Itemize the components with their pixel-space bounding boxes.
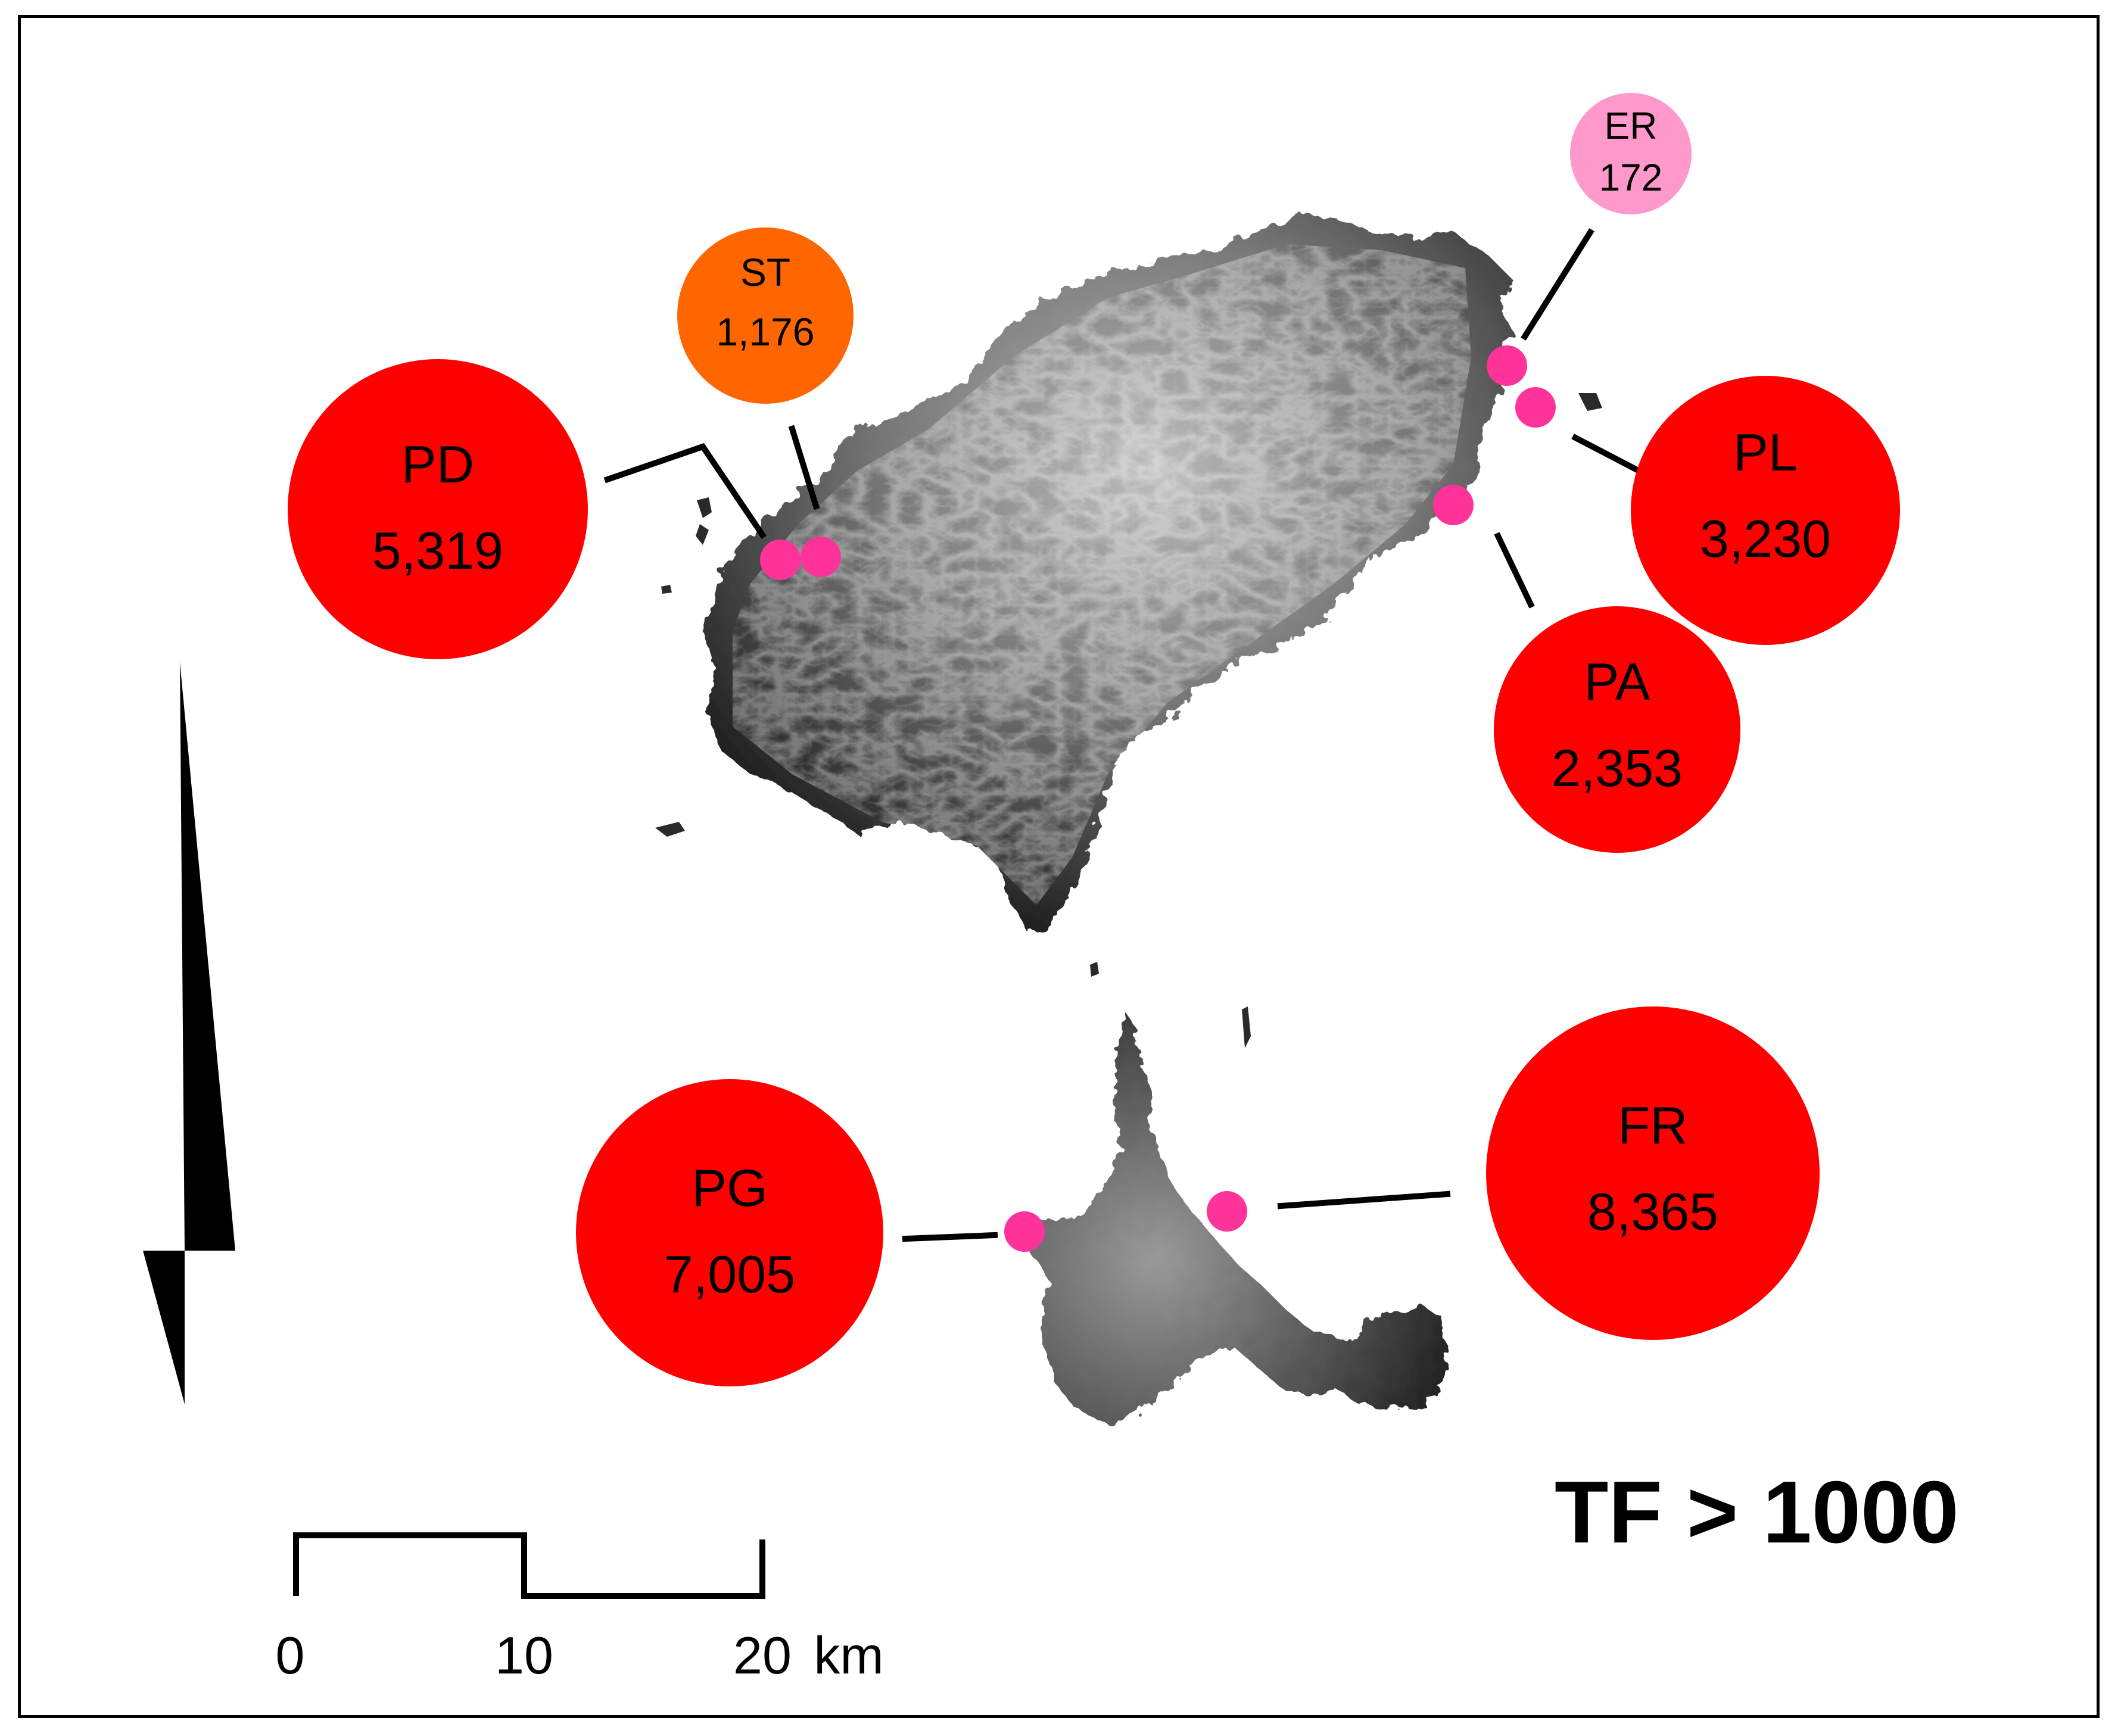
site-dot-st bbox=[801, 537, 841, 577]
scale-tick-0: 0 bbox=[276, 1626, 305, 1685]
bubble-pd[interactable]: PD 5,319 bbox=[288, 359, 588, 659]
leader-line-er bbox=[1521, 228, 1594, 341]
leader-lines bbox=[603, 228, 1648, 1242]
site-dot-er bbox=[1487, 345, 1527, 386]
leader-line-pg bbox=[902, 1232, 998, 1242]
bubble-code: FR bbox=[1618, 1096, 1687, 1155]
site-dot-pl bbox=[1515, 387, 1556, 428]
bubble-circle bbox=[1494, 606, 1740, 853]
scale-tick-20: 20 bbox=[733, 1626, 792, 1685]
bubble-circle bbox=[1570, 93, 1692, 214]
bubble-value: 2,353 bbox=[1552, 738, 1683, 797]
bubble-value: 8,365 bbox=[1587, 1182, 1718, 1241]
bubble-er[interactable]: ER 172 bbox=[1570, 93, 1692, 214]
leader-line-pa bbox=[1494, 532, 1535, 609]
bubble-value: 5,319 bbox=[372, 521, 503, 580]
north-arrow-icon bbox=[143, 662, 235, 1404]
bubble-code: PD bbox=[401, 435, 474, 494]
bubble-circle bbox=[576, 1079, 883, 1386]
bubble-pa[interactable]: PA 2,353 bbox=[1494, 606, 1740, 853]
bubble-circle bbox=[1486, 1006, 1820, 1340]
leader-line-pd bbox=[603, 443, 767, 539]
bubble-value: 172 bbox=[1599, 156, 1663, 199]
threshold-label: TF > 1000 bbox=[1555, 1463, 1959, 1562]
scale-tick-10: 10 bbox=[495, 1626, 553, 1685]
bubble-value: 3,230 bbox=[1700, 509, 1831, 568]
site-dots bbox=[760, 345, 1556, 1252]
bubble-circle bbox=[677, 227, 854, 404]
scale-unit: km bbox=[814, 1626, 883, 1685]
bubble-value: 7,005 bbox=[664, 1245, 795, 1304]
map-frame bbox=[18, 15, 2100, 1718]
leader-line-fr bbox=[1277, 1190, 1451, 1210]
bubble-code: ER bbox=[1605, 104, 1658, 147]
bubble-circle bbox=[1631, 376, 1900, 645]
site-dot-pg bbox=[1004, 1211, 1045, 1252]
site-dot-pa bbox=[1433, 485, 1474, 525]
leader-line-pl bbox=[1571, 434, 1648, 478]
bubble-code: ST bbox=[740, 250, 790, 294]
bubble-pg[interactable]: PG 7,005 bbox=[576, 1079, 883, 1386]
bubble-value: 1,176 bbox=[716, 310, 814, 354]
ibiza-relief bbox=[733, 244, 1471, 905]
bubble-code: PA bbox=[1584, 652, 1650, 711]
bubble-fr[interactable]: FR 8,365 bbox=[1486, 1006, 1820, 1340]
site-dot-fr bbox=[1207, 1191, 1247, 1232]
formentera-island bbox=[1030, 1012, 1447, 1423]
bubble-pl[interactable]: PL 3,230 bbox=[1631, 376, 1900, 645]
scale-bar: 0 10 20 km bbox=[276, 1532, 884, 1685]
bubble-code: PL bbox=[1733, 423, 1798, 482]
leader-line-st bbox=[788, 425, 820, 510]
site-dot-pd bbox=[760, 540, 801, 580]
islets bbox=[655, 393, 1602, 1048]
bubble-code: PG bbox=[692, 1158, 767, 1217]
bubble-circle bbox=[288, 359, 588, 659]
bubble-st[interactable]: ST 1,176 bbox=[677, 227, 854, 404]
